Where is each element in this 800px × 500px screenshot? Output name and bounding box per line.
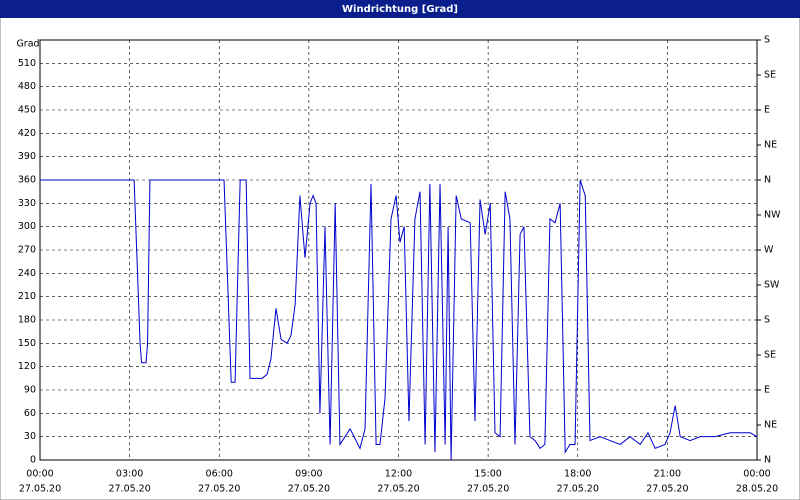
x-tick-label: 06:00	[206, 469, 233, 480]
x-tick-label: 00:00	[26, 469, 53, 480]
x-tick-label: 18:00	[564, 469, 591, 480]
y2-tick-label: SW	[764, 280, 780, 291]
y-tick-label: 390	[18, 151, 36, 162]
x-tick-date: 27.05.20	[467, 484, 509, 495]
x-tick-date: 27.05.20	[646, 484, 688, 495]
y2-tick-label: NW	[764, 210, 781, 221]
x-tick-label: 12:00	[385, 469, 412, 480]
x-tick-date: 27.05.20	[288, 484, 330, 495]
y-tick-label: 480	[18, 81, 36, 92]
y-tick-label: 330	[18, 198, 36, 209]
x-tick-date: 27.05.20	[108, 484, 150, 495]
title-bar	[0, 0, 800, 18]
y-tick-label: 360	[18, 175, 36, 186]
y-axis-label: Grad	[16, 39, 39, 50]
y2-tick-label: N	[764, 455, 771, 466]
y-tick-label: 450	[18, 105, 36, 116]
y-tick-label: 90	[24, 385, 36, 396]
y-tick-label: 120	[18, 361, 36, 372]
plot-frame	[39, 39, 758, 461]
x-tick-date: 27.05.20	[377, 484, 419, 495]
y2-tick-label: S	[764, 35, 770, 46]
y2-tick-label: W	[764, 245, 774, 256]
y-tick-label: 210	[18, 291, 36, 302]
x-tick-date: 27.05.20	[19, 484, 61, 495]
x-tick-label: 09:00	[295, 469, 322, 480]
x-tick-label: 00:00	[743, 469, 770, 480]
x-tick-label: 03:00	[116, 469, 143, 480]
y-tick-label: 510	[18, 58, 36, 69]
y-tick-label: 240	[18, 268, 36, 279]
x-tick-date: 27.05.20	[557, 484, 599, 495]
y2-tick-label: NE	[764, 420, 777, 431]
y-tick-label: 420	[18, 128, 36, 139]
x-tick-date: 27.05.20	[198, 484, 240, 495]
y2-tick-label: S	[764, 315, 770, 326]
y2-tick-label: SE	[764, 350, 776, 361]
y-tick-label: 300	[18, 221, 36, 232]
x-tick-date: 28.05.20	[736, 484, 778, 495]
y-tick-label: 60	[24, 408, 36, 419]
y2-tick-label: E	[764, 105, 770, 116]
y-tick-label: 180	[18, 315, 36, 326]
y2-tick-label: E	[764, 385, 770, 396]
x-tick-label: 21:00	[654, 469, 681, 480]
y-tick-label: 150	[18, 338, 36, 349]
y2-tick-label: SE	[764, 70, 776, 81]
chart-title: Windrichtung [Grad]	[342, 4, 458, 15]
y-tick-label: 270	[18, 245, 36, 256]
y-tick-label: 30	[24, 431, 36, 442]
x-tick-label: 15:00	[474, 469, 501, 480]
y2-tick-label: N	[764, 175, 771, 186]
y-tick-label: 0	[30, 455, 36, 466]
y2-tick-label: NE	[764, 140, 777, 151]
data-line	[40, 179, 758, 461]
